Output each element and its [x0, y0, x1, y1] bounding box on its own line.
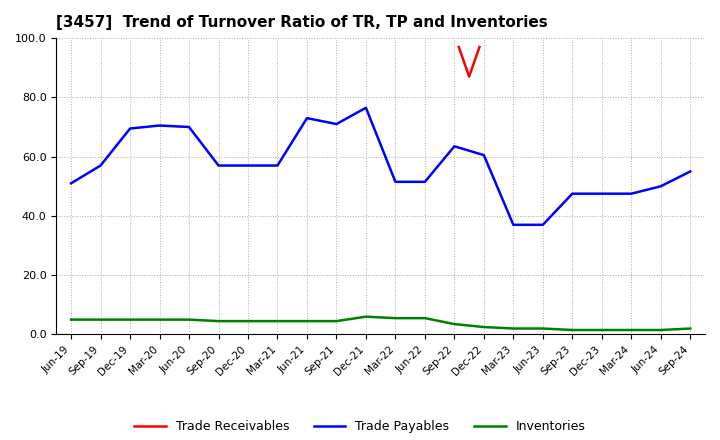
Trade Payables	[450, 143, 459, 149]
Trade Payables	[420, 179, 429, 184]
Inventories	[391, 315, 400, 321]
Inventories	[214, 319, 222, 324]
Trade Payables	[185, 125, 194, 130]
Trade Payables	[686, 169, 695, 174]
Inventories	[156, 317, 164, 322]
Inventories	[480, 324, 488, 330]
Inventories	[598, 327, 606, 333]
Trade Payables	[126, 126, 135, 131]
Trade Payables	[598, 191, 606, 196]
Line: Trade Payables: Trade Payables	[71, 108, 690, 225]
Inventories	[539, 326, 547, 331]
Trade Payables	[96, 163, 105, 168]
Trade Payables	[332, 121, 341, 127]
Trade Payables	[568, 191, 577, 196]
Inventories	[332, 319, 341, 324]
Legend: Trade Receivables, Trade Payables, Inventories: Trade Receivables, Trade Payables, Inven…	[130, 415, 590, 438]
Trade Receivables	[465, 74, 474, 79]
Inventories	[627, 327, 636, 333]
Trade Payables	[243, 163, 252, 168]
Inventories	[273, 319, 282, 324]
Trade Payables	[302, 115, 311, 121]
Trade Payables	[361, 105, 370, 110]
Inventories	[657, 327, 665, 333]
Inventories	[185, 317, 194, 322]
Line: Inventories: Inventories	[71, 317, 690, 330]
Trade Payables	[214, 163, 222, 168]
Inventories	[420, 315, 429, 321]
Inventories	[568, 327, 577, 333]
Line: Trade Receivables: Trade Receivables	[459, 47, 480, 77]
Trade Payables	[391, 179, 400, 184]
Inventories	[67, 317, 76, 322]
Trade Payables	[67, 181, 76, 186]
Inventories	[126, 317, 135, 322]
Trade Payables	[156, 123, 164, 128]
Trade Payables	[480, 153, 488, 158]
Inventories	[686, 326, 695, 331]
Inventories	[96, 317, 105, 322]
Trade Payables	[539, 222, 547, 227]
Inventories	[302, 319, 311, 324]
Trade Receivables	[475, 44, 484, 50]
Trade Receivables	[454, 44, 463, 50]
Inventories	[243, 319, 252, 324]
Inventories	[509, 326, 518, 331]
Text: [3457]  Trend of Turnover Ratio of TR, TP and Inventories: [3457] Trend of Turnover Ratio of TR, TP…	[56, 15, 548, 30]
Trade Payables	[627, 191, 636, 196]
Inventories	[361, 314, 370, 319]
Trade Payables	[273, 163, 282, 168]
Trade Payables	[657, 183, 665, 189]
Trade Payables	[509, 222, 518, 227]
Inventories	[450, 322, 459, 327]
